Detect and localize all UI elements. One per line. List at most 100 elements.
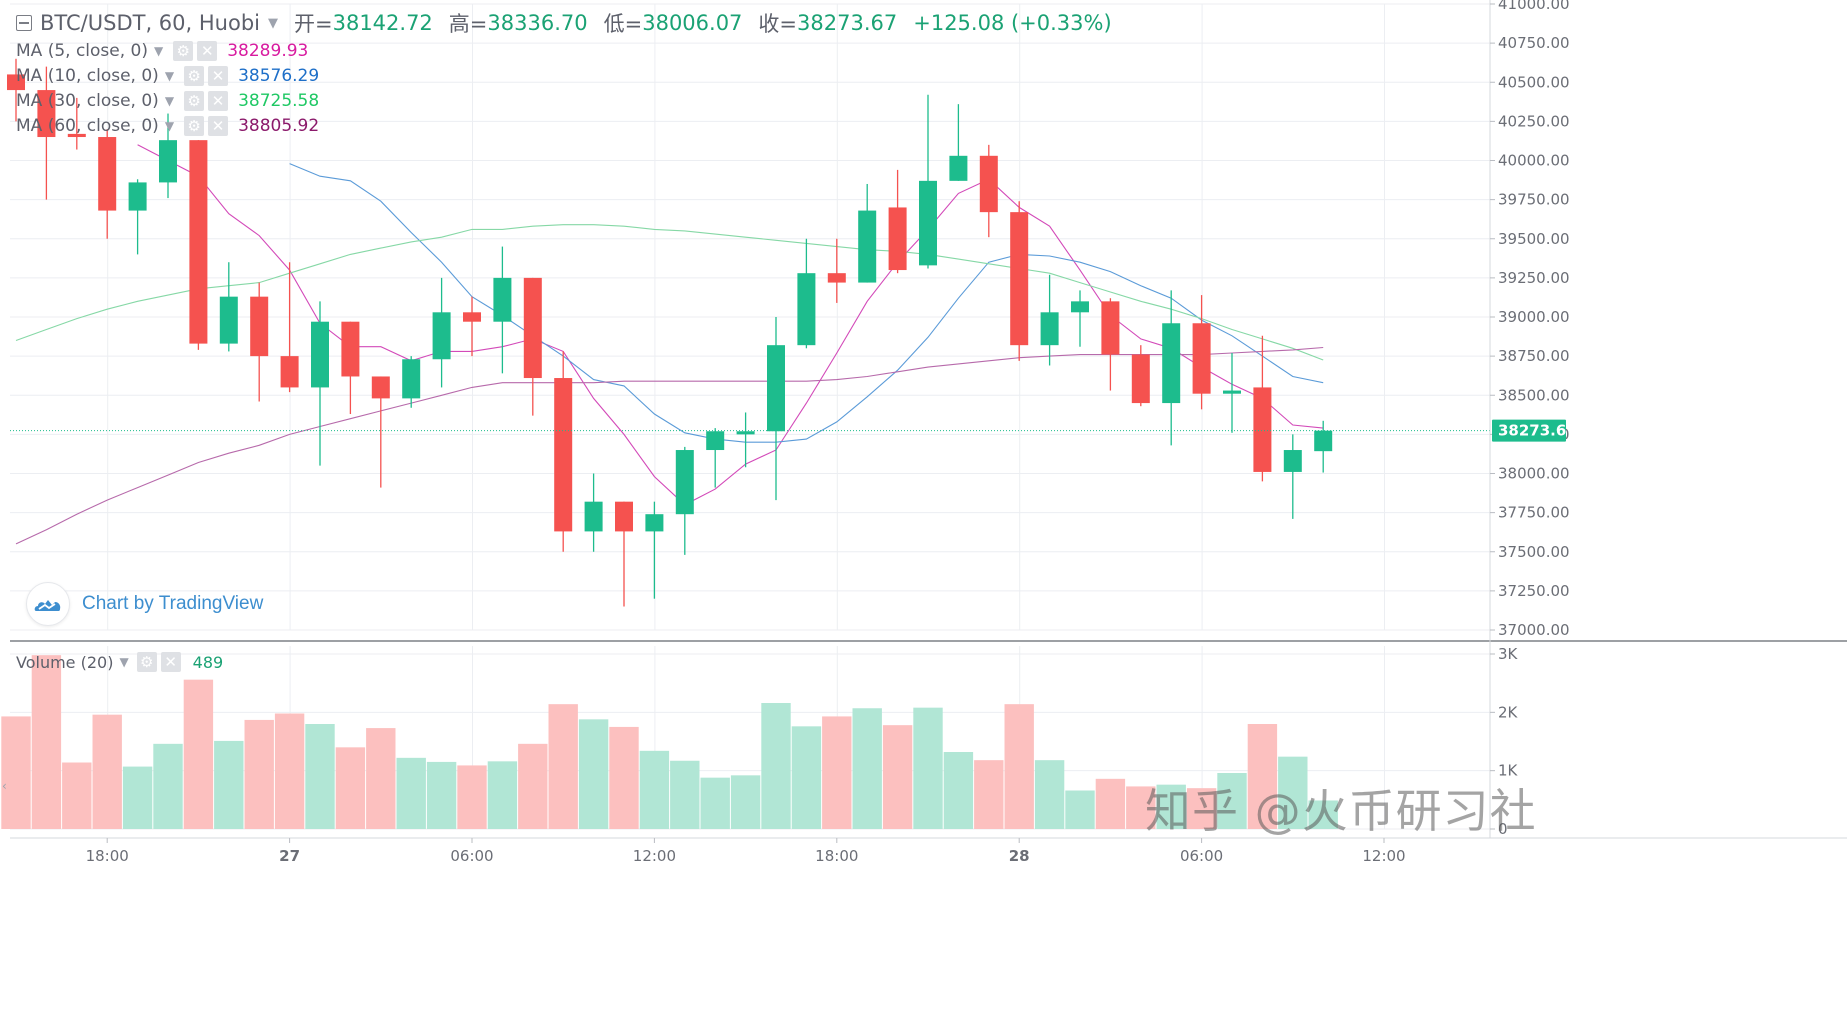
close-icon[interactable]: ✕ bbox=[208, 91, 229, 111]
ma5-legend[interactable]: MA (5, close, 0) ▼ ⚙ ✕ 38289.93 bbox=[16, 41, 308, 61]
volume-bar bbox=[974, 760, 1004, 829]
candle-body[interactable] bbox=[767, 345, 785, 432]
candle-body[interactable] bbox=[1071, 301, 1089, 313]
candle-body[interactable] bbox=[979, 155, 998, 213]
ma10-value: 38576.29 bbox=[238, 66, 320, 86]
candle-body[interactable] bbox=[67, 133, 86, 138]
scroll-left-icon[interactable]: ‹ bbox=[2, 779, 7, 793]
volume-bar bbox=[335, 747, 366, 829]
gear-icon[interactable]: ⚙ bbox=[136, 652, 157, 672]
time-tick-label: 06:00 bbox=[450, 847, 493, 865]
candle-body[interactable] bbox=[219, 296, 238, 344]
tradingview-badge-text[interactable]: Chart by TradingView bbox=[82, 593, 264, 614]
ma-line bbox=[289, 163, 1324, 443]
candle-body[interactable] bbox=[1283, 450, 1302, 472]
candle-body[interactable] bbox=[1314, 430, 1333, 452]
candle-body[interactable] bbox=[645, 514, 664, 532]
ma60-label[interactable]: MA (60, close, 0) bbox=[16, 116, 159, 136]
time-tick-label: 28 bbox=[1009, 847, 1030, 865]
candle-body[interactable] bbox=[98, 137, 117, 211]
ma60-legend[interactable]: MA (60, close, 0) ▼ ⚙ ✕ 38805.92 bbox=[16, 116, 319, 136]
candle-body[interactable] bbox=[615, 501, 633, 532]
volume-bar bbox=[1065, 790, 1095, 829]
candle-body[interactable] bbox=[827, 273, 846, 283]
collapse-icon[interactable] bbox=[16, 15, 32, 31]
candle-body[interactable] bbox=[1162, 323, 1181, 404]
volume-bar bbox=[92, 714, 122, 829]
close-icon[interactable]: ✕ bbox=[160, 652, 181, 672]
candle-body[interactable] bbox=[7, 74, 25, 91]
candle-body[interactable] bbox=[371, 376, 390, 399]
candle-body[interactable] bbox=[250, 296, 269, 357]
candle-body[interactable] bbox=[1223, 390, 1241, 394]
symbol-title[interactable]: BTC/USDT, 60, Huobi bbox=[40, 11, 260, 35]
candle-body[interactable] bbox=[493, 277, 512, 322]
candle-body[interactable] bbox=[402, 359, 421, 399]
close-icon[interactable]: ✕ bbox=[197, 41, 218, 61]
candle-body[interactable] bbox=[37, 90, 56, 138]
candle-body[interactable] bbox=[736, 431, 755, 435]
candle-body[interactable] bbox=[554, 378, 573, 532]
candle-body[interactable] bbox=[858, 210, 877, 283]
chevron-down-icon[interactable]: ▼ bbox=[164, 94, 175, 108]
volume-tick-label: 2K bbox=[1498, 703, 1519, 721]
candle-body[interactable] bbox=[1192, 323, 1211, 394]
high-label: 高= bbox=[448, 12, 488, 36]
ma30-label[interactable]: MA (30, close, 0) bbox=[16, 91, 159, 111]
price-tick-label: 37250.00 bbox=[1498, 582, 1570, 600]
candle-body[interactable] bbox=[1010, 212, 1029, 346]
open-value: 38142.72 bbox=[332, 11, 433, 35]
candle-body[interactable] bbox=[311, 321, 329, 388]
volume-bar bbox=[457, 765, 487, 829]
chevron-down-icon[interactable]: ▼ bbox=[119, 655, 129, 669]
candle-body[interactable] bbox=[280, 356, 299, 388]
chevron-down-icon[interactable]: ▼ bbox=[164, 69, 175, 83]
candle-body[interactable] bbox=[1101, 301, 1120, 355]
candle-body[interactable] bbox=[128, 182, 147, 211]
candle-body[interactable] bbox=[797, 273, 816, 346]
candle-body[interactable] bbox=[675, 450, 694, 515]
candle-body[interactable] bbox=[463, 312, 481, 322]
candle-body[interactable] bbox=[584, 501, 603, 532]
candle-body[interactable] bbox=[523, 277, 542, 379]
ma10-label[interactable]: MA (10, close, 0) bbox=[16, 66, 159, 86]
last-price-badge bbox=[1492, 419, 1566, 442]
volume-bar bbox=[1, 716, 31, 829]
volume-bar bbox=[670, 760, 700, 829]
volume-bar bbox=[1247, 724, 1278, 829]
price-tick-label: 37750.00 bbox=[1498, 504, 1570, 522]
candle-body[interactable] bbox=[919, 180, 937, 266]
volume-label[interactable]: Volume (20) bbox=[16, 652, 114, 672]
candle-body[interactable] bbox=[189, 140, 208, 344]
volume-legend[interactable]: Volume (20) ▼ ⚙ ✕ 489 bbox=[16, 652, 223, 672]
tradingview-badge[interactable]: Chart by TradingView bbox=[26, 582, 263, 626]
candle-body[interactable] bbox=[706, 431, 725, 451]
candle-body[interactable] bbox=[888, 207, 907, 271]
gear-icon[interactable]: ⚙ bbox=[184, 116, 205, 136]
ma30-legend[interactable]: MA (30, close, 0) ▼ ⚙ ✕ 38725.58 bbox=[16, 91, 319, 111]
ma10-legend[interactable]: MA (10, close, 0) ▼ ⚙ ✕ 38576.29 bbox=[16, 66, 319, 86]
volume-bar bbox=[1126, 786, 1156, 829]
chevron-down-icon[interactable]: ▼ bbox=[267, 15, 278, 31]
watermark: 知乎 @火币研习社 bbox=[1145, 784, 1537, 838]
volume-bar bbox=[153, 743, 183, 829]
close-icon[interactable]: ✕ bbox=[208, 66, 229, 86]
close-icon[interactable]: ✕ bbox=[208, 116, 229, 136]
candle-body[interactable] bbox=[341, 321, 360, 377]
chevron-down-icon[interactable]: ▼ bbox=[154, 44, 164, 58]
gear-icon[interactable]: ⚙ bbox=[184, 91, 205, 111]
chevron-down-icon[interactable]: ▼ bbox=[164, 119, 175, 133]
ma30-value: 38725.58 bbox=[238, 91, 320, 111]
volume-bar bbox=[1034, 760, 1065, 829]
candle-body[interactable] bbox=[1253, 387, 1272, 472]
gear-icon[interactable]: ⚙ bbox=[184, 66, 205, 86]
candle-body[interactable] bbox=[1131, 354, 1150, 404]
gear-icon[interactable]: ⚙ bbox=[173, 41, 194, 61]
candle-body[interactable] bbox=[432, 312, 451, 360]
ma5-label[interactable]: MA (5, close, 0) bbox=[16, 41, 148, 61]
tradingview-logo-icon[interactable] bbox=[26, 582, 70, 626]
candle-body[interactable] bbox=[949, 155, 968, 181]
candle-body[interactable] bbox=[1040, 312, 1059, 346]
candle-body[interactable] bbox=[159, 140, 177, 183]
